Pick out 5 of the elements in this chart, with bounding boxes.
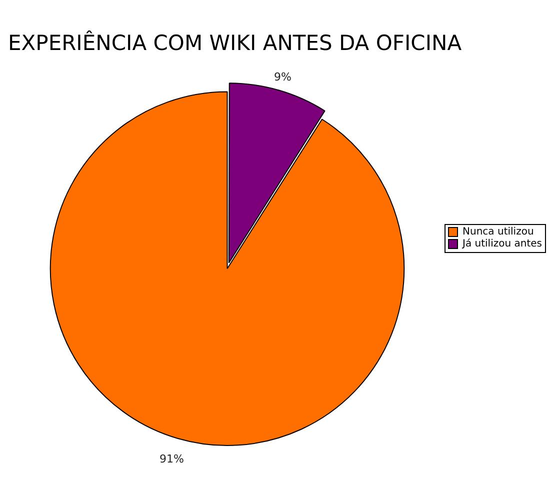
- chart-title: EXPERIÊNCIA COM WIKI ANTES DA OFICINA: [8, 30, 462, 56]
- legend-label: Já utilizou antes: [462, 238, 542, 250]
- data-label: 91%: [160, 452, 184, 466]
- data-label: 9%: [274, 70, 292, 84]
- legend-label: Nunca utilizou: [462, 226, 534, 238]
